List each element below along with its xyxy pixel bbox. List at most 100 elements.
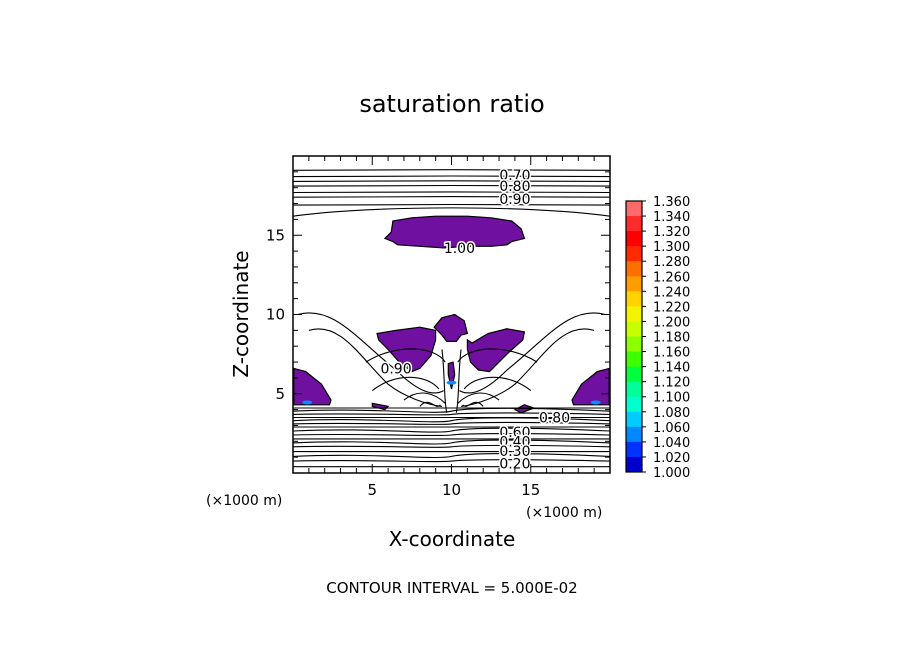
contour-central-4 — [365, 348, 446, 363]
z-tick-label-0: 5 — [275, 385, 285, 403]
contour-label-2: 0.90 — [499, 192, 530, 208]
colorbar-label-8: 1.200 — [653, 315, 690, 330]
x-tick-label-1: 10 — [442, 481, 461, 499]
contour-central-8 — [403, 392, 446, 404]
x-axis-label: X-coordinate — [389, 527, 516, 551]
saturation-region-6 — [571, 367, 610, 406]
contour-central-11 — [455, 349, 462, 413]
colorbar-label-4: 1.280 — [653, 255, 690, 270]
colorbar-swatch-11 — [626, 366, 642, 383]
contour-label-6: 0.60 — [499, 425, 530, 441]
contour-label-3: 1.00 — [444, 241, 475, 257]
contour-upper-4 — [292, 191, 611, 194]
colorbar-swatch-13 — [626, 396, 642, 413]
contour-central-7 — [463, 376, 532, 392]
contour-lower-5 — [292, 439, 611, 445]
colorbar-label-0: 1.360 — [653, 195, 690, 210]
saturation-region-5 — [293, 367, 332, 406]
saturation-region-3 — [433, 313, 469, 342]
colorbar-swatch-2 — [626, 231, 642, 247]
colorbar-swatch-9 — [626, 336, 642, 352]
colorbar-label-18: 1.000 — [653, 466, 690, 481]
plot-area: 0.700.800.901.000.900.800.600.400.300.20… — [266, 155, 611, 499]
contour-upper-1 — [292, 175, 611, 178]
contour-upper-6 — [292, 203, 611, 206]
contour-central-13 — [462, 401, 484, 407]
colorbar-label-14: 1.080 — [653, 406, 690, 421]
colorbar-swatch-6 — [626, 291, 642, 307]
contour-lower-13 — [292, 412, 611, 416]
colorbar-label-17: 1.020 — [653, 451, 690, 466]
contour-lower-7 — [292, 433, 611, 437]
contour-central-3 — [460, 328, 595, 407]
contour-label-0: 0.70 — [499, 168, 530, 184]
contour-lower-10 — [292, 421, 611, 425]
colorbar-swatch-3 — [626, 246, 642, 262]
colorbar-label-3: 1.300 — [653, 240, 690, 255]
contour-label-8: 0.30 — [499, 444, 530, 460]
colorbar-label-9: 1.180 — [653, 331, 690, 346]
contour-upper-5 — [292, 196, 611, 198]
contour-upper-0 — [292, 169, 611, 171]
contour-lower-8 — [292, 427, 611, 433]
colorbar-swatch-15 — [626, 426, 642, 443]
contour-label-7: 0.40 — [499, 434, 530, 450]
contour-label-5: 0.80 — [539, 411, 570, 427]
colorbar-label-15: 1.060 — [653, 421, 690, 436]
saturation-region-4 — [447, 361, 456, 390]
colorbar-swatch-12 — [626, 381, 642, 398]
colorbar-label-13: 1.100 — [653, 391, 690, 406]
saturation-region-7 — [371, 402, 390, 411]
colorbar-label-2: 1.320 — [653, 225, 690, 240]
contour-lower-14 — [292, 407, 611, 413]
contour-lower-4 — [292, 444, 611, 448]
colorbar-swatch-5 — [626, 276, 642, 292]
z-tick-label-2: 15 — [266, 226, 285, 244]
contour-upper-2 — [292, 180, 611, 182]
contour-interval-note: CONTOUR INTERVAL = 5.000E-02 — [326, 579, 577, 597]
contour-central-9 — [457, 392, 500, 404]
contour-label-4: 0.90 — [380, 361, 411, 377]
high-saturation-spot-1 — [590, 400, 601, 405]
high-saturation-spot-0 — [302, 400, 313, 405]
colorbar-swatch-0 — [626, 201, 642, 217]
z-axis-unit: (×1000 m) — [206, 493, 282, 509]
x-tick-label-2: 15 — [521, 481, 540, 499]
colorbar-swatch-17 — [626, 456, 642, 473]
contour-arch — [292, 207, 611, 217]
z-axis-label: Z-coordinate — [229, 250, 253, 377]
colorbar-swatch-14 — [626, 411, 642, 428]
contour-lower-11 — [292, 417, 611, 423]
contour-lower-2 — [292, 453, 611, 459]
colorbar: 1.3601.3401.3201.3001.2801.2601.2401.220… — [625, 195, 690, 481]
colorbar-label-16: 1.040 — [653, 436, 690, 451]
contour-central-5 — [457, 348, 538, 363]
colorbar-swatch-7 — [626, 306, 642, 322]
colorbar-label-1: 1.340 — [653, 210, 690, 225]
contour-label-9: 0.20 — [499, 456, 530, 472]
colorbar-label-11: 1.140 — [653, 361, 690, 376]
colorbar-label-7: 1.220 — [653, 300, 690, 315]
contour-central-10 — [441, 349, 448, 413]
saturation-region-2 — [466, 328, 526, 373]
colorbar-label-6: 1.240 — [653, 285, 690, 300]
contour-central-6 — [371, 376, 440, 392]
x-axis-unit: (×1000 m) — [526, 505, 602, 521]
saturation-region-0 — [383, 215, 526, 249]
high-saturation-spot-2 — [446, 380, 457, 385]
colorbar-swatch-10 — [626, 351, 642, 368]
z-tick-label-1: 10 — [266, 306, 285, 324]
contour-lower-1 — [292, 459, 611, 463]
contour-central-0 — [297, 312, 444, 394]
contour-upper-3 — [292, 184, 611, 187]
colorbar-swatch-8 — [626, 321, 642, 337]
colorbar-label-12: 1.120 — [653, 376, 690, 391]
chart-title: saturation ratio — [359, 90, 544, 118]
contour-central-12 — [419, 401, 441, 407]
colorbar-swatch-4 — [626, 261, 642, 277]
contour-central-2 — [308, 328, 443, 407]
colorbar-swatch-1 — [626, 216, 642, 232]
x-tick-label-0: 5 — [367, 481, 377, 499]
colorbar-label-5: 1.260 — [653, 270, 690, 285]
